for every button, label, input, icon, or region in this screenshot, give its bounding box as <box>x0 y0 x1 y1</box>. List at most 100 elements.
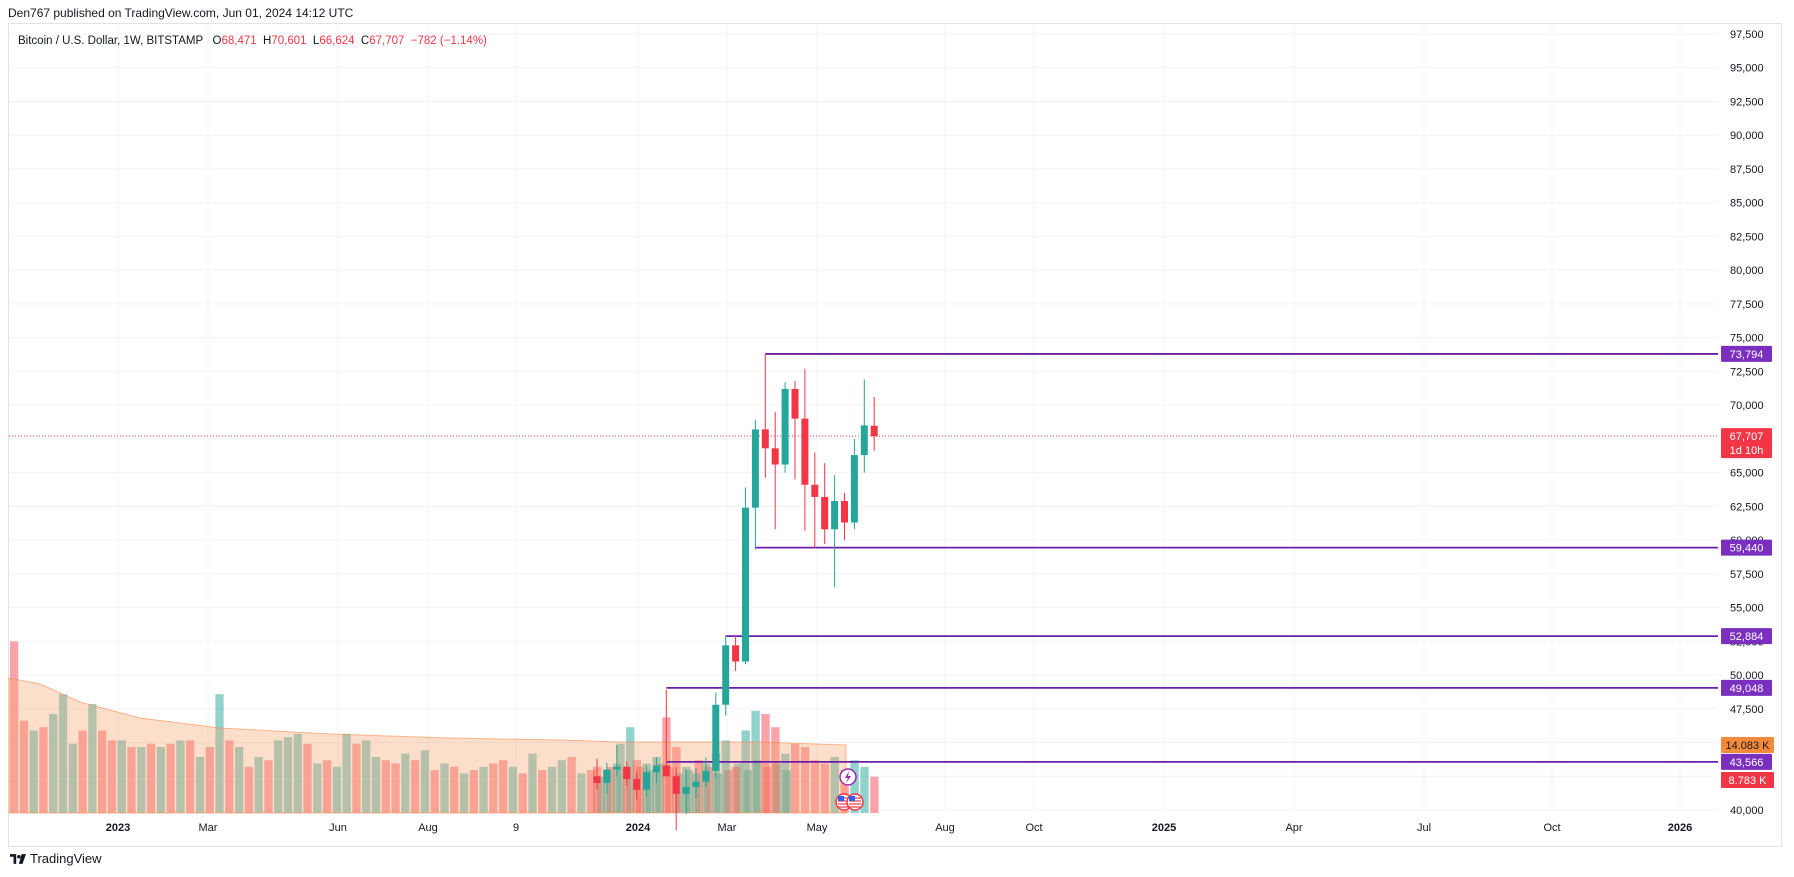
close-label: C <box>360 35 370 47</box>
volume-bar <box>440 763 449 813</box>
close-value: 67,707 <box>369 35 405 47</box>
y-tick-label: 47,500 <box>1730 704 1764 716</box>
symbol-legend[interactable]: Bitcoin / U.S. Dollar, 1W, BITSTAMP O68,… <box>18 35 487 47</box>
last-price-countdown: 1d 10h <box>1730 445 1764 457</box>
volume-bar <box>342 733 351 813</box>
volume-bar <box>479 766 488 813</box>
volume-bar <box>381 760 390 813</box>
volume-bar <box>186 740 195 813</box>
volume-bar <box>665 766 674 813</box>
volume-bar <box>10 641 19 813</box>
volume-bar <box>88 704 97 813</box>
volume-bar <box>225 740 234 813</box>
volume-bar <box>29 730 38 813</box>
volume-bar <box>313 763 322 813</box>
volume-last-tag-label: 8.783 K <box>1729 775 1768 787</box>
event-icons[interactable] <box>835 768 864 811</box>
level-tag <box>1721 628 1772 645</box>
candle-body <box>781 388 789 465</box>
last-price-label: 67,707 <box>1730 431 1764 443</box>
candle-body <box>742 507 749 662</box>
y-tick-label: 40,000 <box>1730 805 1764 817</box>
candle-body <box>801 418 809 485</box>
level-tag-label: 43,566 <box>1730 757 1764 769</box>
volume-bar <box>215 694 224 813</box>
candle-body <box>702 770 710 782</box>
volume-bar <box>39 727 48 813</box>
y-tick-label: 55,000 <box>1730 603 1764 615</box>
volume-bar <box>195 756 205 813</box>
volume-bar <box>771 727 780 813</box>
level-tag-label: 59,440 <box>1730 543 1764 555</box>
y-tick-label: 57,500 <box>1730 569 1764 581</box>
volume-ma-tag <box>1721 737 1774 753</box>
volume-bar <box>721 740 731 813</box>
volume-bar <box>371 756 381 813</box>
candle-body <box>850 455 858 523</box>
volume-bar <box>622 766 632 813</box>
volume-bar <box>870 776 879 813</box>
y-tick-label: 87,500 <box>1730 164 1764 176</box>
price-axis[interactable]: 97,500 95,000 92,500 90,000 87,500 85,000 82,5… <box>1730 29 1764 817</box>
volume-bar <box>117 740 126 813</box>
volume-bar <box>49 714 58 813</box>
volume-bar <box>518 773 527 813</box>
time-axis[interactable]: 2023 Mar Jun Aug 9 2024 Mar May Aug Oct 2025 Apr Jul… <box>106 822 1692 834</box>
change-value: −782 (−1.14%) <box>410 35 487 47</box>
volume-bar <box>791 743 800 813</box>
volume-bar <box>146 743 156 813</box>
level-tag-label: 73,794 <box>1730 349 1764 361</box>
level-tag-label: 49,048 <box>1730 683 1764 695</box>
volume-bar <box>283 737 293 813</box>
volume-bar <box>58 694 68 813</box>
volume-bar <box>800 747 810 813</box>
candlestick-series <box>593 353 878 831</box>
candle-body <box>841 500 848 523</box>
candle-body <box>751 429 759 508</box>
x-tick-label: Oct <box>1543 822 1560 834</box>
volume-bar <box>420 750 430 813</box>
volume-bar <box>450 766 459 813</box>
candle-body <box>732 645 740 662</box>
volume-bar <box>459 773 469 813</box>
chart-frame[interactable] <box>8 23 1782 847</box>
open-value: 68,471 <box>221 35 257 47</box>
candle-body <box>692 781 700 788</box>
candle-body <box>603 769 611 784</box>
us-flag-event-icon <box>846 793 864 811</box>
volume-bar <box>587 770 596 813</box>
high-label: H <box>263 35 272 47</box>
x-tick-label: 2024 <box>626 822 651 834</box>
candle-body <box>633 778 641 790</box>
price-tags: 73,794 59,440 52,884 49,048 43,566 67,707 1d 1… <box>1721 345 1774 788</box>
volume-bar <box>612 763 622 813</box>
volume-bar <box>234 747 244 813</box>
volume-bar <box>98 730 107 813</box>
volume-bar <box>156 747 165 813</box>
volume-bar <box>840 770 849 813</box>
flag-canton <box>849 796 855 801</box>
volume-bar <box>176 740 185 813</box>
x-tick-label: 2023 <box>106 822 130 834</box>
x-tick-label: 2025 <box>1152 822 1176 834</box>
x-tick-label: Jun <box>329 822 347 834</box>
x-tick-label: Aug <box>418 822 438 834</box>
volume-bar <box>410 760 420 813</box>
candle-body <box>811 484 819 497</box>
x-tick-label: Mar <box>718 822 737 834</box>
volume-bar <box>78 730 87 813</box>
tradingview-footer[interactable]: TradingView <box>10 851 102 866</box>
volume-bar <box>557 760 566 813</box>
candle-body <box>870 425 878 437</box>
volume-bar <box>391 763 400 813</box>
volume-bar <box>274 740 283 813</box>
volume-bar <box>254 756 263 813</box>
volume-bar <box>244 766 253 813</box>
candle-body <box>643 772 650 790</box>
tradingview-brand: TradingView <box>30 851 102 866</box>
candle-body <box>722 645 730 705</box>
last-price-tag <box>1721 428 1772 459</box>
volume-bar <box>68 743 77 813</box>
candle-body <box>662 765 670 777</box>
